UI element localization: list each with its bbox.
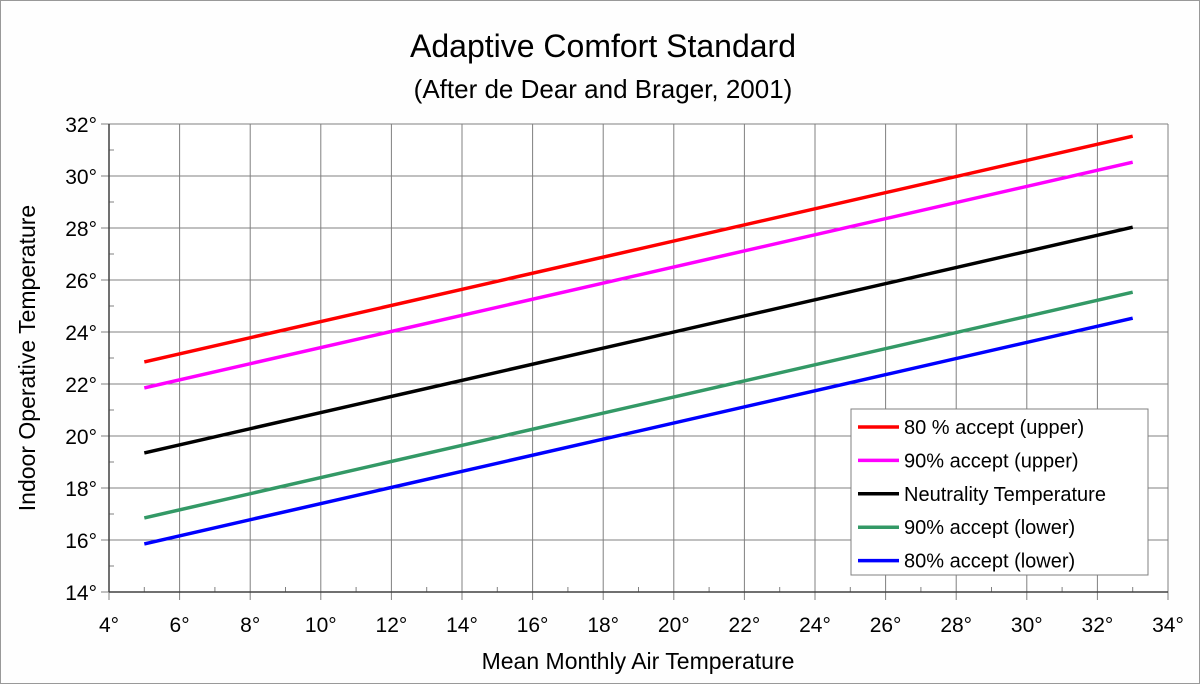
x-tick-label: 18° [587,614,619,637]
y-tick-label: 24° [65,322,97,345]
x-tick-label: 14° [446,614,478,637]
y-tick-label: 30° [65,166,97,189]
legend-label: 90% accept (upper) [904,450,1079,472]
series-line [143,160,1134,390]
x-tick-label: 32° [1082,614,1114,637]
y-tick-label: 20° [65,426,97,449]
chart-subtitle: (After de Dear and Brager, 2001) [414,74,793,104]
x-tick-label: 24° [799,614,831,637]
y-tick-label: 22° [65,374,97,397]
x-tick-label: 16° [517,614,549,637]
series-line [143,225,1134,455]
legend-label: 80% accept (lower) [904,551,1075,573]
series-line [143,134,1134,364]
series-line [143,290,1134,520]
legend-label: 90% accept (lower) [904,517,1075,539]
x-tick-label: 20° [658,614,690,637]
series-line [143,316,1134,546]
x-tick-label: 34° [1152,614,1184,637]
x-tick-label: 10° [305,614,337,637]
y-tick-label: 26° [65,270,97,293]
y-tick-label: 28° [65,218,97,241]
x-axis-label: Mean Monthly Air Temperature [482,648,795,674]
y-tick-label: 16° [65,530,97,553]
x-tick-label: 8° [240,614,260,637]
x-tick-label: 30° [1011,614,1043,637]
legend-label: 80 % accept (upper) [904,417,1084,439]
x-tick-label: 22° [729,614,761,637]
y-tick-label: 18° [65,478,97,501]
x-tick-label: 28° [940,614,972,637]
x-tick-label: 6° [170,614,190,637]
chart-title: Adaptive Comfort Standard [410,28,796,64]
x-tick-label: 4° [99,614,119,637]
legend-label: Neutrality Temperature [904,484,1106,506]
x-tick-label: 26° [870,614,902,637]
legend-box [850,408,1149,576]
x-tick-label: 12° [376,614,408,637]
y-tick-label: 32° [65,114,97,137]
y-tick-label: 14° [65,582,97,605]
y-axis-label: Indoor Operative Temperature [14,205,40,511]
